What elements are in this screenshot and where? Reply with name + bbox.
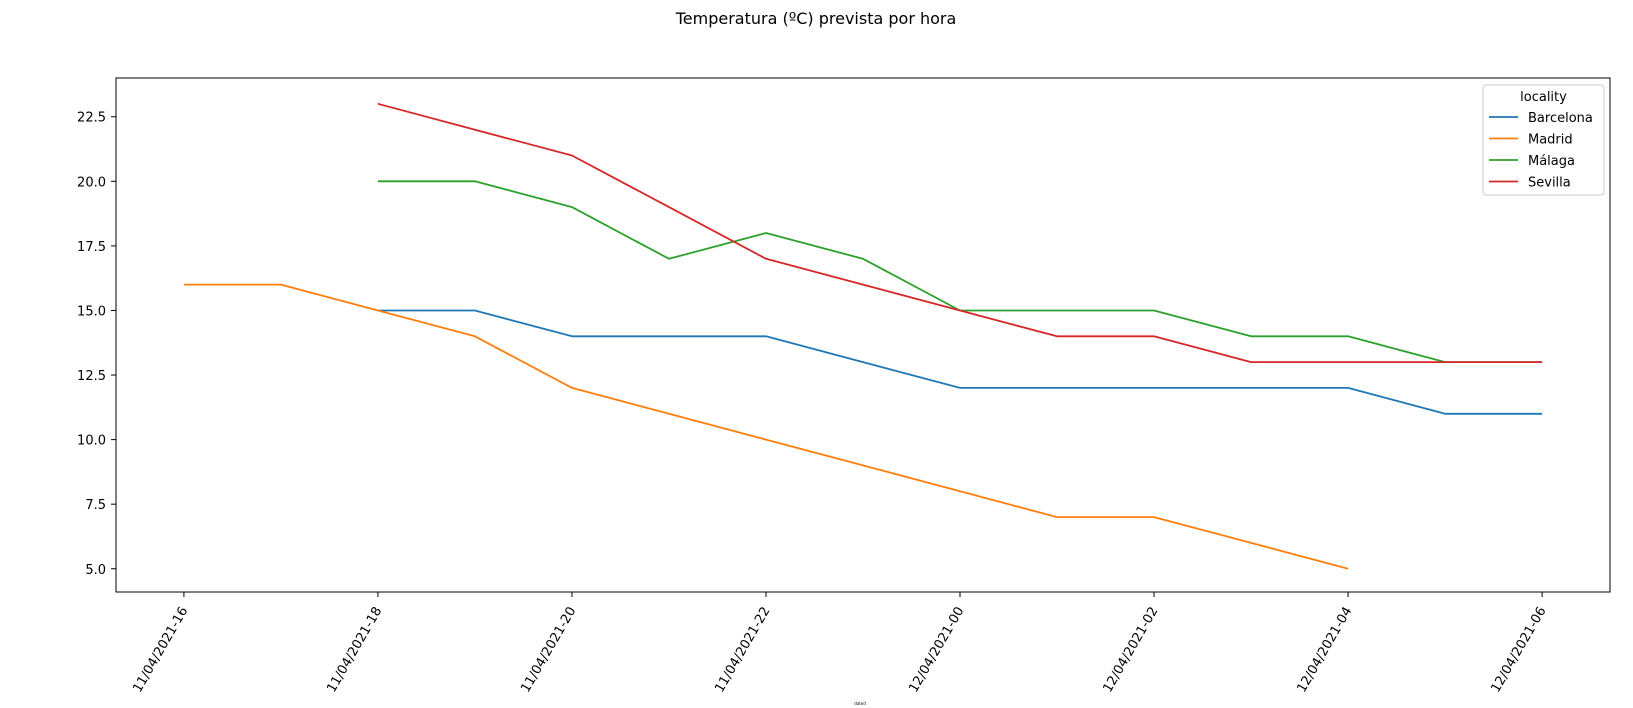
x-tick-label: 12/04/2021-06 [1488,605,1549,696]
series-line-sevilla [377,102,1543,364]
legend-label: Madrid [1528,133,1573,148]
y-tick-label: 7.5 [85,498,106,513]
plot-frame [115,77,1611,593]
y-tick-label: 15.0 [77,304,106,319]
plot-lines [183,102,1543,570]
legend-title: locality [1520,90,1567,105]
chart-title: Temperatura (ºC) prevista por hora [675,9,957,28]
legend-box [1482,84,1605,196]
series-line-barcelona [377,309,1543,415]
legend: locality Barcelona Madrid Málaga Sevilla [1482,84,1605,196]
x-tick-label: 12/04/2021-00 [906,604,967,695]
y-tick-label: 12.5 [77,369,106,384]
x-axis-label: dated [854,701,866,706]
y-tick-label: 5.0 [85,563,106,578]
x-tick-label: 11/04/2021-18 [324,605,385,696]
x-tick-label: 11/04/2021-22 [712,605,773,696]
y-tick-label: 20.0 [77,175,106,190]
series-line-málaga [377,180,1543,364]
y-axis: 5.0 7.5 10.0 12.5 15.0 17.5 20.0 22.5 [77,111,116,578]
x-axis: 11/04/2021-16 11/04/2021-18 11/04/2021-20 1… [130,592,1550,696]
series-line-madrid [183,283,1349,570]
y-tick-label: 22.5 [77,111,106,126]
y-tick-label: 10.0 [77,434,106,449]
x-tick-label: 11/04/2021-16 [130,605,191,696]
x-tick-label: 11/04/2021-20 [518,605,579,696]
y-tick-label: 17.5 [77,240,106,255]
x-tick-label: 12/04/2021-02 [1100,605,1161,696]
legend-label: Barcelona [1528,111,1593,126]
x-tick-label: 12/04/2021-04 [1294,605,1355,696]
legend-label: Málaga [1528,154,1575,169]
legend-label: Sevilla [1528,176,1571,191]
